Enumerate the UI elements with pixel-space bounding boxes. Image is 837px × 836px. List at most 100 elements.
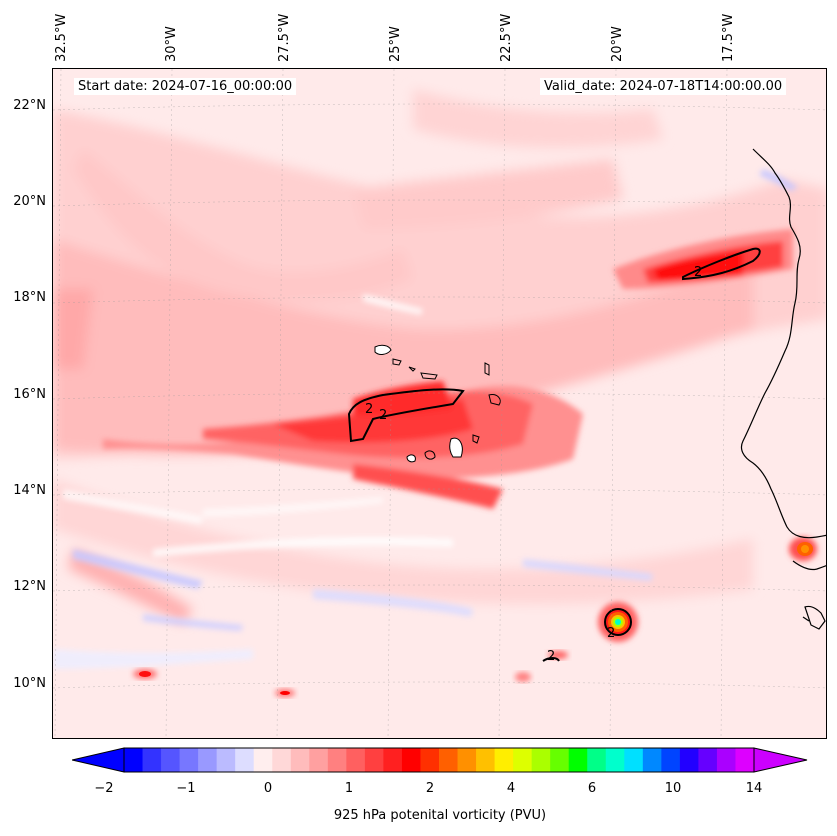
colorbar-swatch [698, 748, 718, 772]
colorbar-tick-14: 14 [745, 781, 763, 796]
graticule-parallel [53, 392, 826, 400]
island-santiago [449, 437, 463, 458]
graticule-meridian [54, 69, 62, 738]
colorbar-swatch [235, 748, 255, 772]
colorbar-swatch [198, 748, 218, 772]
lat-label-18n: 18°N [13, 290, 46, 305]
lat-label-16n: 16°N [13, 387, 46, 402]
start-date-label: Start date: 2024-07-16_00:00:00 [74, 78, 297, 95]
island-brava [406, 454, 416, 463]
lat-label-20n: 20°N [13, 194, 46, 209]
lon-label-30w: 30°W [164, 26, 179, 62]
pv-field-small-features [133, 537, 817, 697]
graticule-parallel [53, 488, 826, 496]
colorbar-swatch [309, 748, 329, 772]
island-maio [472, 434, 480, 444]
colorbar-swatch [476, 748, 496, 772]
colorbar-tick-2: 2 [425, 781, 435, 796]
lon-label-25w: 25°W [388, 26, 403, 62]
map-panel: 2 2 2 2 2 [52, 68, 827, 739]
colorbar-min-triangle [72, 747, 125, 773]
graticule-meridian [720, 69, 728, 738]
colorbar-label: 925 hPa potenital vorticity (PVU) [333, 808, 547, 823]
colorbar-swatch [179, 748, 199, 772]
colorbar-swatch [605, 748, 625, 772]
contour-label: 2 [379, 408, 387, 423]
colorbar-swatch [161, 748, 181, 772]
colorbar-swatch [401, 748, 421, 772]
lat-label-22n: 22°N [13, 98, 46, 113]
colorbar-tick-10: 10 [664, 781, 682, 796]
colorbar-swatch [290, 748, 310, 772]
pv-field-negative-patches [53, 169, 798, 669]
graticule-meridian [609, 69, 617, 738]
lat-label-14n: 14°N [13, 483, 46, 498]
contour-label: 2 [547, 649, 555, 664]
colorbar-swatch [383, 748, 403, 772]
pv-2pvu-contours [347, 247, 761, 662]
contour-label: 2 [365, 402, 373, 417]
colorbar-swatch [679, 748, 699, 772]
lon-label-22-5w: 22.5°W [499, 13, 514, 62]
graticule-parallel [53, 103, 826, 111]
colorbar-tick-minus2: −2 [94, 781, 114, 796]
colorbar-tick-1: 1 [344, 781, 354, 796]
pv-contour-labels: 2 2 2 2 2 [365, 265, 702, 664]
colorbar-swatch [327, 748, 347, 772]
island-santo-antao [374, 344, 392, 355]
colorbar-swatch [531, 748, 551, 772]
pv-field-cyclone-core [598, 602, 638, 642]
colorbar-tick-0: 0 [263, 781, 273, 796]
colorbar-swatch [550, 748, 570, 772]
lon-label-27-5w: 27.5°W [277, 13, 292, 62]
graticule-meridian [276, 69, 284, 738]
colorbar-swatch [568, 748, 588, 772]
colorbar-max-triangle [753, 747, 808, 773]
african-coastline [740, 148, 826, 630]
island-sal [484, 362, 490, 376]
lon-label-17-5w: 17.5°W [721, 13, 736, 62]
cape-verde-islands [374, 344, 501, 463]
contour-label: 2 [607, 626, 615, 641]
colorbar-swatch [513, 748, 533, 772]
colorbar-swatch [346, 748, 366, 772]
graticule-parallel [53, 199, 826, 207]
colorbar-swatch [661, 748, 681, 772]
graticule [53, 69, 826, 738]
lon-label-20w: 20°W [610, 26, 625, 62]
colorbar-swatch [457, 748, 477, 772]
colorbar-swatch [642, 748, 662, 772]
colorbar-tick-6: 6 [587, 781, 597, 796]
colorbar-swatch [420, 748, 440, 772]
graticule-meridian [498, 69, 506, 738]
contour-label: 2 [694, 265, 702, 280]
colorbar-swatches [124, 748, 755, 772]
colorbar-swatch [124, 748, 144, 772]
lat-label-12n: 12°N [13, 579, 46, 594]
colorbar-swatch [624, 748, 644, 772]
graticule-meridian [165, 69, 173, 738]
island-fogo [424, 450, 436, 460]
graticule-meridian [387, 69, 395, 738]
colorbar-swatch [216, 748, 236, 772]
colorbar-swatch [142, 748, 162, 772]
colorbar-swatch [735, 748, 755, 772]
colorbar-swatch [439, 748, 459, 772]
colorbar-swatch [364, 748, 384, 772]
graticule-parallel [53, 296, 826, 304]
pv-field-map: 2 2 2 2 2 [53, 69, 826, 738]
graticule-parallel [53, 681, 826, 689]
colorbar-tick-4: 4 [506, 781, 516, 796]
colorbar-swatch [272, 748, 292, 772]
lon-label-32-5w: 32.5°W [54, 13, 69, 62]
colorbar-swatch [587, 748, 607, 772]
colorbar-outline [123, 747, 755, 773]
colorbar-swatch [253, 748, 273, 772]
lat-label-10n: 10°N [13, 676, 46, 691]
island-sao-vicente [392, 358, 402, 366]
colorbar-tick-minus1: −1 [176, 781, 196, 796]
island-boa-vista [488, 394, 501, 406]
colorbar-swatch [716, 748, 736, 772]
colorbar-swatch [494, 748, 514, 772]
valid-date-label: Valid_date: 2024-07-18T14:00:00.00 [540, 78, 787, 95]
